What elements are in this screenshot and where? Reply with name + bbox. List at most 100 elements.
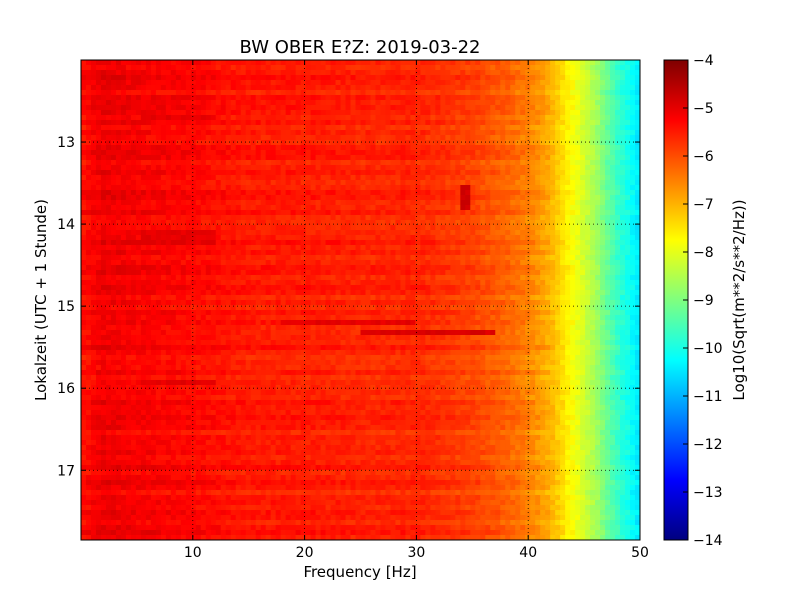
heatmap-cell <box>620 215 626 221</box>
heatmap-cell <box>150 75 157 81</box>
heatmap-cell <box>635 65 640 71</box>
heatmap-cell <box>120 160 127 166</box>
heatmap-cell <box>95 150 102 156</box>
heatmap-cell <box>625 250 631 256</box>
heatmap-cell <box>260 90 267 96</box>
heatmap-cell <box>610 190 616 196</box>
heatmap-cell <box>305 100 312 106</box>
heatmap-cell <box>345 160 352 166</box>
heatmap-cell <box>270 145 277 151</box>
heatmap-cell <box>470 190 476 196</box>
heatmap-cell <box>300 245 307 251</box>
heatmap-cell <box>190 80 197 86</box>
heatmap-cell <box>235 85 242 91</box>
heatmap-cell <box>240 280 247 286</box>
heatmap-cell <box>350 80 357 86</box>
heatmap-cell <box>270 70 277 76</box>
heatmap-cell <box>190 265 197 271</box>
heatmap-cell <box>425 175 431 181</box>
heatmap-cell <box>525 215 531 221</box>
heatmap-cell <box>255 130 262 136</box>
heatmap-cell <box>600 210 606 216</box>
heatmap-cell <box>530 150 536 156</box>
heatmap-cell <box>305 250 312 256</box>
heatmap-cell <box>125 260 132 266</box>
heatmap-cell <box>570 135 576 141</box>
heatmap-cell <box>105 80 112 86</box>
heatmap-cell <box>90 215 97 221</box>
heatmap-cell <box>590 260 596 266</box>
heatmap-cell <box>590 165 596 171</box>
heatmap-cell <box>295 65 302 71</box>
heatmap-cell <box>350 215 357 221</box>
heatmap-cell <box>405 75 412 81</box>
heatmap-cell <box>305 280 312 286</box>
heatmap-cell <box>620 270 626 276</box>
heatmap-cell <box>350 195 357 201</box>
heatmap-cell <box>325 225 332 231</box>
heatmap-cell <box>150 160 157 166</box>
heatmap-cell <box>370 65 377 71</box>
heatmap-cell <box>295 90 302 96</box>
heatmap-cell <box>270 280 277 286</box>
heatmap-cell <box>315 280 322 286</box>
heatmap-cell <box>90 150 97 156</box>
heatmap-cell <box>470 230 476 236</box>
heatmap-cell <box>495 115 501 121</box>
heatmap-cell <box>335 185 342 191</box>
heatmap-cell <box>530 100 536 106</box>
heatmap-cell <box>445 270 451 276</box>
heatmap-cell <box>430 125 436 131</box>
heatmap-cell <box>235 135 242 141</box>
heatmap-cell <box>130 120 137 126</box>
heatmap-cell <box>400 280 407 286</box>
heatmap-cell <box>145 170 152 176</box>
heatmap-cell <box>210 275 217 281</box>
heatmap-cell <box>550 275 556 281</box>
heatmap-cell <box>475 190 481 196</box>
heatmap-cell <box>250 255 257 261</box>
heatmap-cell <box>460 180 466 186</box>
heatmap-cell <box>510 60 516 66</box>
heatmap-cell <box>525 220 531 226</box>
heatmap-cell <box>620 125 626 131</box>
heatmap-cell <box>580 155 586 161</box>
heatmap-cell <box>210 105 217 111</box>
heatmap-cell <box>135 90 142 96</box>
heatmap-cell <box>530 85 536 91</box>
heatmap-cell <box>495 235 501 241</box>
heatmap-cell <box>325 145 332 151</box>
heatmap-cell <box>165 165 172 171</box>
heatmap-cell <box>565 220 571 226</box>
heatmap-cell <box>165 205 172 211</box>
heatmap-cell <box>230 125 237 131</box>
heatmap-cell <box>105 60 112 66</box>
heatmap-cell <box>360 245 367 251</box>
heatmap-cell <box>510 235 516 241</box>
heatmap-cell <box>300 125 307 131</box>
heatmap-cell <box>480 265 486 271</box>
heatmap-cell <box>585 165 591 171</box>
heatmap-cell <box>235 225 242 231</box>
heatmap-cell <box>290 145 297 151</box>
heatmap-cell <box>360 225 367 231</box>
heatmap-cell <box>105 115 112 121</box>
heatmap-cell <box>420 230 426 236</box>
heatmap-cell <box>355 100 362 106</box>
heatmap-cell <box>370 275 377 281</box>
heatmap-cell <box>130 200 137 206</box>
heatmap-cell <box>205 105 212 111</box>
heatmap-cell <box>525 145 531 151</box>
heatmap-cell <box>385 120 392 126</box>
heatmap-cell <box>135 105 142 111</box>
heatmap-cell <box>510 180 516 186</box>
heatmap-cell <box>415 145 421 151</box>
heatmap-cell <box>120 125 127 131</box>
heatmap-cell <box>200 80 207 86</box>
heatmap-cell <box>100 80 107 86</box>
heatmap-cell <box>190 150 197 156</box>
heatmap-cell <box>245 225 252 231</box>
heatmap-cell <box>355 140 362 146</box>
heatmap-cell <box>320 250 327 256</box>
heatmap-cell <box>450 260 456 266</box>
